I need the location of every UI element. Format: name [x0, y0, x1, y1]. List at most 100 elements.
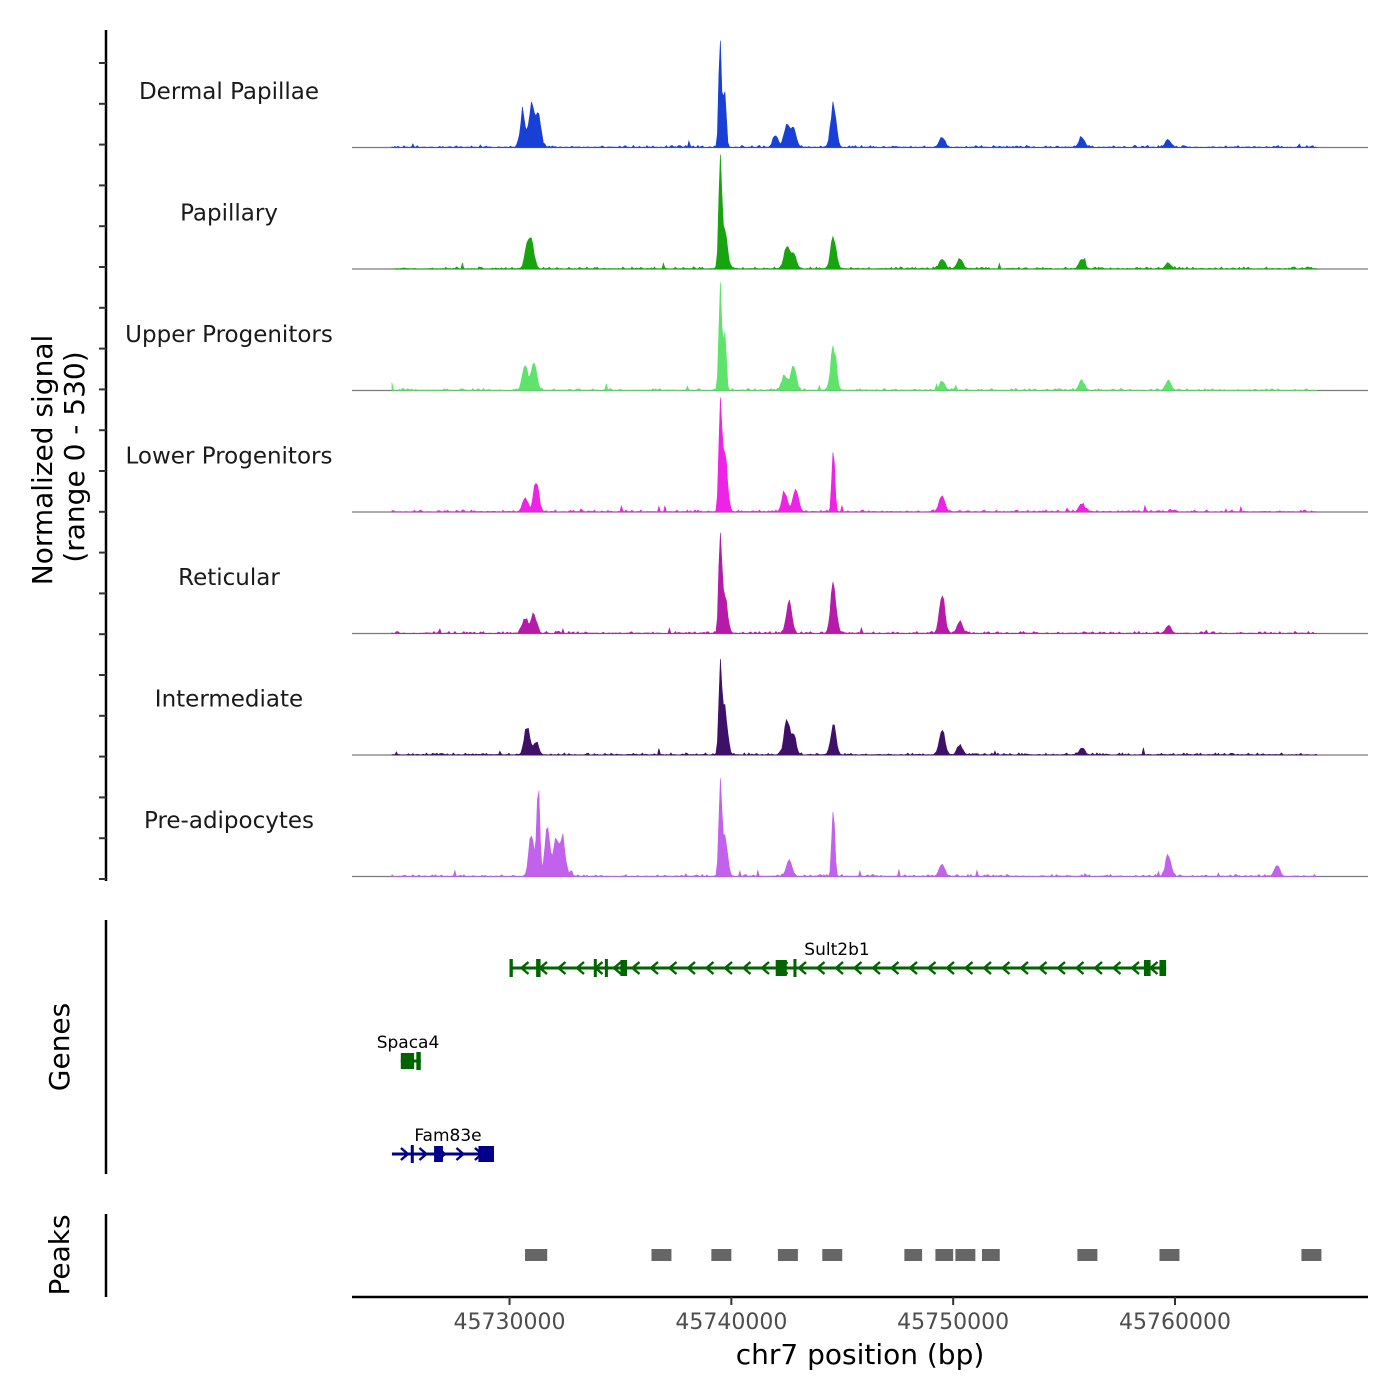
- peak-region: [935, 1249, 954, 1261]
- strand-arrow: [1130, 961, 1140, 975]
- exon: [536, 959, 541, 977]
- strand-arrow: [945, 961, 955, 975]
- track-label: Dermal Papillae: [139, 79, 319, 105]
- strand-arrow: [556, 961, 567, 975]
- coverage-track: Reticular: [178, 532, 1368, 635]
- genes-panel: Genes Sult2b1 Spaca4 Fam83e: [43, 920, 1167, 1174]
- strand-arrow: [455, 1147, 466, 1161]
- x-axis-title: chr7 position (bp): [736, 1338, 985, 1371]
- exon: [620, 960, 628, 976]
- peaks-y-label: Peaks: [43, 1214, 76, 1295]
- strand-arrow: [630, 961, 641, 975]
- x-tick-label: 45750000: [897, 1310, 1009, 1335]
- exon: [478, 1146, 494, 1162]
- exon: [1159, 960, 1167, 976]
- exon: [775, 960, 787, 976]
- peak-region: [651, 1249, 672, 1261]
- track-label: Lower Progenitors: [126, 444, 333, 470]
- coverage-track: Intermediate: [155, 658, 1368, 756]
- strand-arrow: [982, 961, 992, 975]
- coverage-tracks: Dermal Papillae Papillary Upper Progenitor…: [125, 40, 1368, 878]
- strand-arrow: [575, 961, 585, 975]
- coverage-area: [391, 40, 1319, 148]
- exon: [793, 959, 797, 977]
- peak-region: [822, 1249, 843, 1261]
- peak-region: [1301, 1249, 1322, 1261]
- strand-arrow: [418, 1147, 429, 1161]
- track-label: Intermediate: [155, 687, 303, 713]
- peak-regions: [525, 1249, 1322, 1261]
- coverage-track: Pre-adipocytes: [144, 778, 1368, 878]
- coverage-area: [391, 778, 1317, 877]
- coverage-area: [391, 397, 1318, 513]
- strand-arrow: [871, 961, 881, 975]
- coverage-y-label-line1: Normalized signal: [26, 335, 59, 586]
- gene-label: Spaca4: [377, 1033, 440, 1053]
- strand-arrow: [1056, 961, 1066, 975]
- strand-arrow: [797, 961, 807, 975]
- strand-arrow: [741, 961, 752, 975]
- coverage-track: Upper Progenitors: [125, 282, 1368, 392]
- exon: [410, 1145, 414, 1163]
- strand-arrow: [667, 961, 678, 975]
- coverage-area: [391, 154, 1319, 270]
- strand-arrow: [612, 961, 622, 975]
- exon: [593, 959, 597, 977]
- x-tick-label: 45730000: [454, 1310, 566, 1335]
- coverage-track: Dermal Papillae: [139, 40, 1368, 149]
- gene-model: Spaca4: [377, 1033, 440, 1070]
- coverage-panel: Normalized signal (range 0 - 530) Dermal…: [26, 30, 1368, 881]
- strand-arrow: [852, 961, 863, 975]
- gene-model: Sult2b1: [509, 940, 1167, 977]
- track-label: Pre-adipocytes: [144, 808, 314, 834]
- strand-arrow: [889, 961, 900, 975]
- track-label: Papillary: [180, 201, 278, 227]
- gene-model: Fam83e: [391, 1126, 494, 1163]
- strand-arrow: [1037, 961, 1048, 975]
- strand-arrow: [908, 961, 918, 975]
- peak-region: [1077, 1249, 1098, 1261]
- peak-region: [982, 1249, 1000, 1261]
- strand-arrow: [963, 961, 974, 975]
- track-label: Reticular: [178, 565, 280, 591]
- x-axis: 45730000 45740000 45750000 45760000 chr7 po…: [352, 1295, 1368, 1371]
- strand-arrow: [649, 961, 659, 975]
- gene-label: Sult2b1: [804, 940, 869, 960]
- gene-models: Sult2b1 Spaca4 Fam83e: [377, 940, 1167, 1163]
- peak-region: [904, 1249, 923, 1261]
- exon: [434, 1146, 443, 1162]
- peaks-panel: Peaks: [43, 1214, 1322, 1297]
- exon: [604, 959, 608, 977]
- peak-region: [525, 1249, 548, 1261]
- strand-arrow: [723, 961, 733, 975]
- x-tick-label: 45760000: [1119, 1310, 1231, 1335]
- coverage-area: [391, 658, 1318, 756]
- exon: [509, 959, 513, 977]
- strand-arrow: [1000, 961, 1011, 975]
- strand-arrow: [815, 961, 826, 975]
- coverage-track: Lower Progenitors: [126, 397, 1368, 513]
- peak-region: [777, 1249, 798, 1261]
- strand-arrow: [1093, 961, 1103, 975]
- coverage-y-ticks: [99, 62, 106, 880]
- peak-region: [955, 1249, 976, 1261]
- strand-arrow: [1074, 961, 1085, 975]
- coverage-y-label-line2: (range 0 - 530): [58, 351, 91, 562]
- coverage-area: [391, 282, 1318, 392]
- coverage-area: [391, 532, 1318, 635]
- peak-region: [711, 1249, 732, 1261]
- genes-y-label: Genes: [43, 1003, 76, 1091]
- strand-arrow: [760, 961, 770, 975]
- exon: [416, 1052, 421, 1070]
- exon: [400, 1053, 415, 1069]
- strand-arrow: [834, 961, 844, 975]
- strand-arrow: [400, 1147, 410, 1161]
- strand-arrow: [519, 961, 530, 975]
- gene-label: Fam83e: [414, 1126, 481, 1146]
- strand-arrow: [686, 961, 696, 975]
- peak-region: [1159, 1249, 1180, 1261]
- x-ticks: 45730000 45740000 45750000 45760000: [454, 1297, 1231, 1335]
- strand-arrow: [926, 961, 937, 975]
- track-label: Upper Progenitors: [125, 322, 333, 348]
